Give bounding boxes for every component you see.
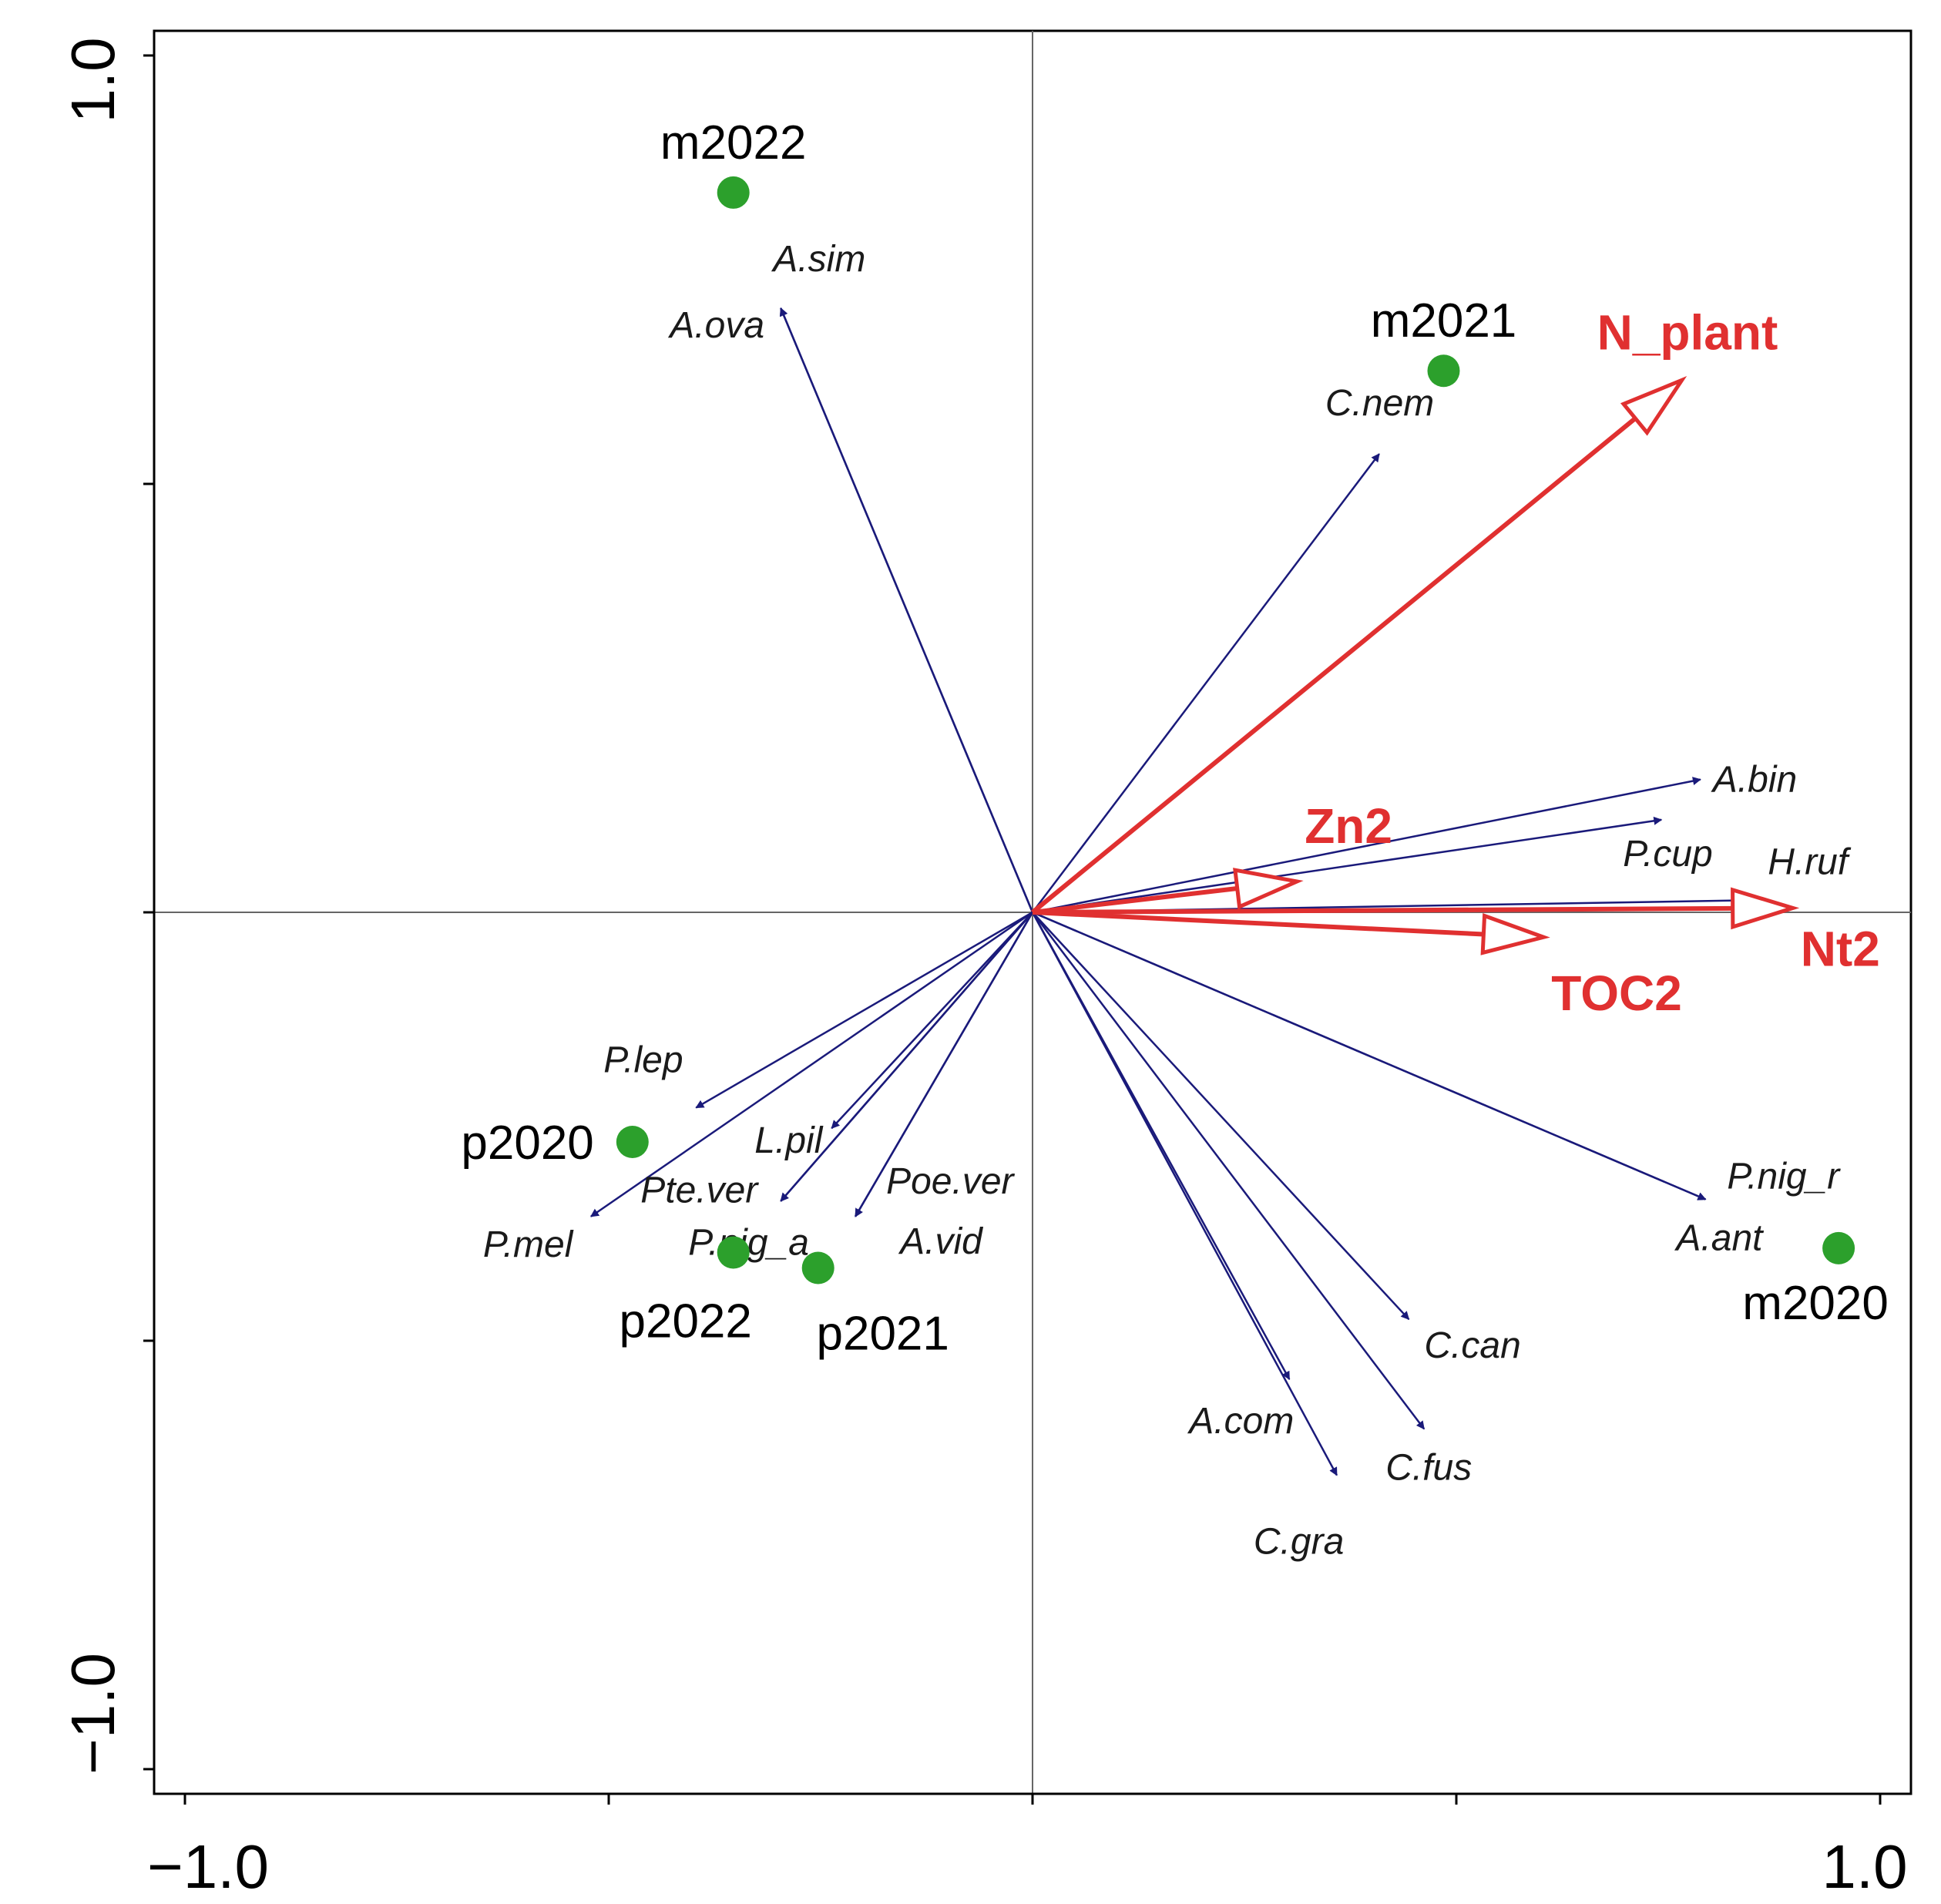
site-label-p2022: p2022 [619,1295,751,1348]
site-label-p2020: p2020 [461,1117,593,1170]
env-arrow-nt2 [1032,905,1733,915]
site-points: m2022 m2021 m2020 p2020 p2022 p2021 [461,116,1889,1361]
site-point-p2022 [717,1236,750,1269]
env-label-nt2: Nt2 [1801,921,1880,976]
y-axis [143,54,156,1771]
species-arrow-p-cup [1032,816,1663,914]
env-arrowhead-nt2 [1731,887,1800,930]
species-arrow-c-nem [1032,453,1380,913]
species-label-a-bin: A.bin [1711,760,1797,801]
species-label-poe-ver: Poe.ver [886,1161,1015,1202]
x-axis [183,1792,1882,1805]
site-label-m2021: m2021 [1371,294,1517,348]
site-label-p2021: p2021 [816,1307,949,1360]
species-label-a-ant: A.ant [1674,1218,1764,1259]
site-point-m2021 [1427,354,1460,388]
species-label-p-lep: P.lep [603,1040,683,1081]
species-label-c-nem: C.nem [1325,383,1434,424]
env-label-zn2: Zn2 [1305,798,1392,854]
env-arrow-toc2 [1032,910,1484,937]
species-label-a-vid: A.vid [898,1221,983,1262]
species-label-a-sim: A.sim [771,239,865,280]
species-label-a-com: A.com [1187,1401,1294,1442]
environmental-arrows: N_plant Zn2 TOC2 Nt2 [1031,304,1880,1021]
species-label-c-can: C.can [1424,1325,1520,1366]
env-arrowhead-zn2 [1233,868,1304,910]
species-label-c-gra: C.gra [1254,1522,1344,1563]
env-label-n-plant: N_plant [1597,304,1778,360]
site-label-m2022: m2022 [660,116,807,170]
species-label-a-ova: A.ova [667,305,764,346]
env-arrowhead-toc2 [1480,912,1550,955]
env-arrow-zn2 [1032,886,1238,915]
species-label-h-ruf: H.ruf [1768,841,1852,882]
site-point-p2021 [801,1251,834,1284]
species-label-pte-ver: Pte.ver [640,1170,759,1211]
species-arrow-a-ova [780,307,1034,913]
species-arrow-a-ant [1032,911,1707,1200]
site-label-m2020: m2020 [1742,1277,1889,1330]
x-tick-label-left: −1.0 [147,1832,269,1901]
species-arrow-c-gra [1031,912,1338,1476]
species-label-c-fus: C.fus [1385,1448,1472,1489]
species-arrow-c-can [1032,912,1410,1321]
species-arrow-c-fus [1032,912,1426,1430]
species-arrow-l-pil [831,912,1033,1130]
species-arrow-a-bin [1032,777,1701,914]
species-arrow-p-mel [589,911,1033,1217]
x-tick-label-right: 1.0 [1822,1832,1907,1901]
species-label-l-pil: L.pil [754,1120,823,1161]
species-arrow-p-lep [695,911,1033,1109]
site-point-m2020 [1822,1231,1855,1264]
env-arrowhead-n-plant [1620,376,1687,436]
species-label-p-cup: P.cup [1623,834,1713,875]
species-label-p-mel: P.mel [483,1224,574,1265]
env-label-toc2: TOC2 [1551,965,1682,1021]
site-point-m2022 [717,176,750,209]
species-arrow-a-vid [855,912,1034,1217]
y-tick-label-bottom: −1.0 [59,1653,127,1775]
site-point-p2020 [616,1126,649,1159]
env-arrow-n-plant [1031,416,1637,915]
species-label-p-nig-r: P.nig_r [1727,1157,1841,1197]
y-tick-label-top: 1.0 [59,37,127,123]
species-arrow-p-nig-a [780,912,1033,1202]
